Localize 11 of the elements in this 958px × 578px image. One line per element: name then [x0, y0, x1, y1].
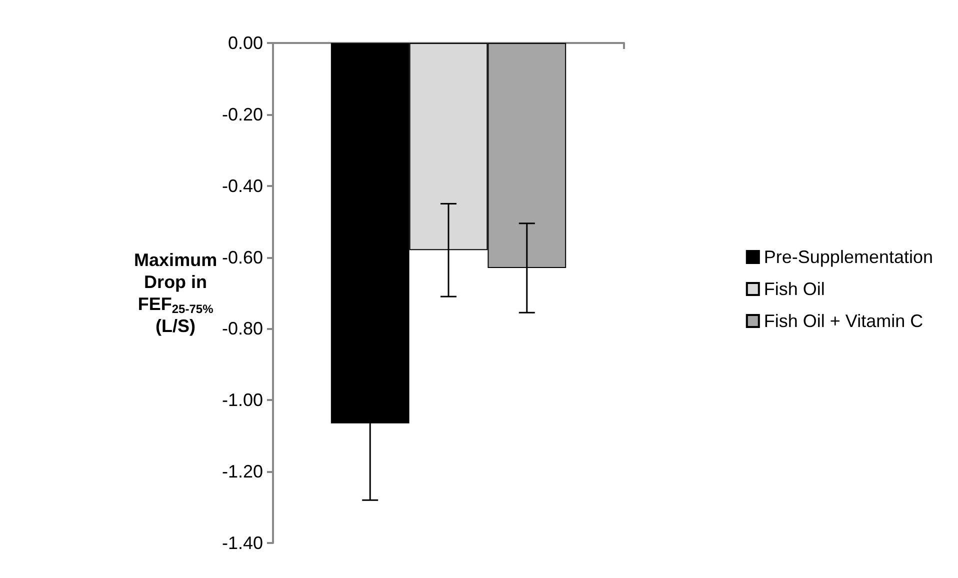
y-tick-label: -0.60 [222, 247, 263, 268]
y-tick-label: -0.40 [222, 176, 263, 196]
y-tick-label: 0.00 [228, 33, 263, 53]
legend-label: Fish Oil + Vitamin C [764, 311, 924, 331]
y-tick-label: -1.20 [222, 462, 263, 482]
y-tick-label: -0.80 [222, 318, 263, 339]
y-tick-label: -1.40 [222, 533, 263, 553]
y-tick-label: -0.20 [222, 104, 263, 124]
legend-label: Fish Oil [764, 279, 825, 299]
legend-label: Pre-Supplementation [764, 247, 934, 267]
y-tick-label: -1.00 [222, 390, 263, 410]
